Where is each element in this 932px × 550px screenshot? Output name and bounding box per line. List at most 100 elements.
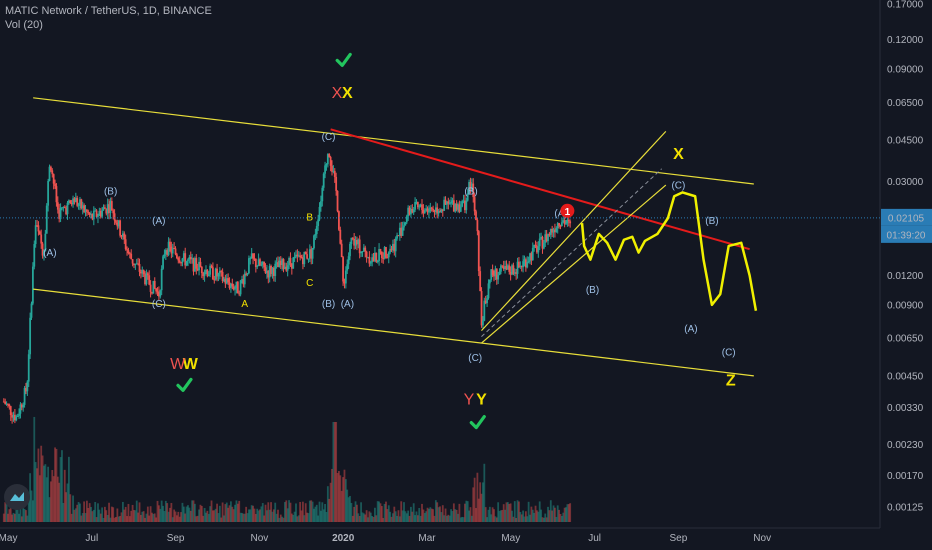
- volume-bar: [394, 511, 397, 522]
- channel-lower-line[interactable]: [33, 288, 754, 377]
- rising-channel-mid[interactable]: [481, 168, 662, 337]
- candle-body: [439, 211, 441, 213]
- volume-bar: [382, 517, 385, 522]
- x-tick-label: Jul: [588, 533, 601, 544]
- volume-bar: [128, 516, 131, 522]
- candle-body: [26, 381, 29, 392]
- volume-indicator-label[interactable]: Vol (20): [5, 19, 43, 31]
- candle-body: [109, 201, 112, 213]
- candle-body: [11, 415, 14, 418]
- volume-bar: [192, 500, 195, 522]
- channel-upper-line[interactable]: [33, 97, 754, 185]
- volume-bar: [67, 456, 70, 522]
- rising-channel-upper[interactable]: [481, 130, 667, 332]
- volume-bar: [210, 500, 213, 522]
- volume-bar: [41, 455, 44, 522]
- symbol-title[interactable]: MATIC Network / TetherUS, 1D, BINANCE: [5, 5, 212, 17]
- volume-bar: [386, 509, 389, 522]
- volume-bar: [245, 506, 248, 522]
- volume-bar: [181, 502, 184, 522]
- volume-bar: [318, 501, 321, 522]
- candle-body: [548, 234, 551, 236]
- volume-bar: [565, 507, 567, 522]
- candle-body: [558, 223, 560, 226]
- candle-body: [425, 208, 428, 211]
- volume-bar: [275, 513, 278, 522]
- candle-body: [534, 244, 537, 246]
- volume-bar: [494, 516, 497, 522]
- volume-bar: [224, 504, 227, 522]
- marker-label: 1: [565, 207, 571, 218]
- volume-bar: [65, 492, 68, 522]
- candle-body: [5, 403, 8, 405]
- candle-body: [271, 267, 274, 274]
- candle-body: [200, 266, 203, 274]
- volume-bar: [562, 512, 565, 522]
- volume-bar: [40, 445, 43, 522]
- volume-bar: [540, 509, 542, 522]
- candle-body: [469, 182, 472, 190]
- chart-legend: MATIC Network / TetherUS, 1D, BINANCE Vo…: [5, 4, 212, 32]
- candle-body: [97, 215, 99, 217]
- candle-body: [361, 251, 364, 253]
- volume-bar: [135, 500, 138, 522]
- candle-body: [365, 251, 368, 258]
- descending-trendline[interactable]: [330, 128, 750, 251]
- candle-body: [502, 266, 505, 270]
- marker-circle: [560, 203, 575, 218]
- candle-body: [308, 249, 311, 259]
- candle-body: [403, 225, 405, 228]
- volume-bar: [335, 422, 338, 522]
- candle-body: [364, 247, 367, 252]
- candle-body: [328, 154, 331, 157]
- projected-wave-path[interactable]: [580, 191, 758, 311]
- candle-body: [387, 252, 390, 258]
- candle-body: [491, 269, 494, 275]
- volume-bar: [180, 512, 182, 522]
- volume-bar: [216, 503, 218, 522]
- volume-bar: [15, 504, 18, 522]
- x-tick-label: Sep: [670, 533, 688, 544]
- volume-bar: [443, 515, 446, 522]
- volume-bar: [476, 472, 479, 522]
- candle-body: [306, 254, 308, 259]
- candle-body: [380, 251, 383, 259]
- candle-body: [436, 207, 439, 214]
- volume-bar: [194, 503, 196, 522]
- volume-bar: [371, 515, 374, 522]
- volume-bar: [407, 510, 410, 522]
- volume-bar: [196, 515, 199, 522]
- candle-body: [450, 202, 452, 204]
- volume-bar: [113, 517, 116, 522]
- candle-body: [410, 208, 412, 215]
- candle-body: [163, 254, 166, 257]
- volume-bar: [372, 516, 375, 522]
- volume-bar: [130, 510, 133, 522]
- volume-bar: [169, 507, 171, 522]
- rising-channel-lower[interactable]: [481, 184, 667, 344]
- candle-body: [254, 258, 257, 268]
- volume-bar: [466, 501, 469, 522]
- volume-bar: [488, 506, 491, 522]
- volume-bar: [137, 512, 140, 522]
- volume-bar: [131, 504, 134, 522]
- candle-body: [18, 413, 20, 416]
- volume-bar: [491, 507, 494, 522]
- volume-bar: [454, 509, 457, 522]
- y-tick-label: 0.00900: [887, 300, 924, 311]
- y-tick-label: 0.00330: [887, 403, 924, 414]
- candle-body: [429, 207, 432, 212]
- candle-body: [531, 247, 534, 261]
- volume-bar: [29, 473, 32, 522]
- volume-bar: [223, 515, 225, 522]
- candle-body: [155, 288, 158, 292]
- candle-body: [541, 236, 544, 249]
- candle-body: [281, 259, 284, 266]
- candle-body: [506, 265, 509, 270]
- candle-body: [346, 264, 349, 271]
- volume-bar: [158, 505, 160, 522]
- wave-label-blue: (B): [322, 299, 335, 310]
- volume-bar: [213, 510, 216, 522]
- candle-body: [389, 248, 392, 253]
